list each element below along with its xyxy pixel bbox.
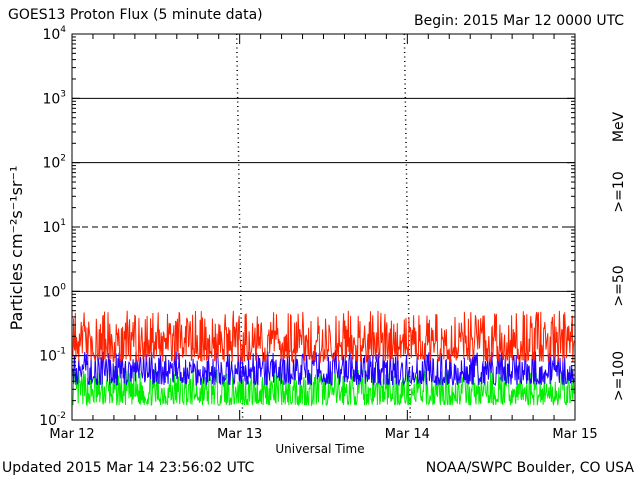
x-tick-label-2: Mar 14 xyxy=(385,427,430,442)
y-tick-label-2: 102 xyxy=(42,154,66,172)
y-tick-label-0: 104 xyxy=(42,25,66,43)
x-tick-label-3: Mar 15 xyxy=(552,427,597,442)
y-tick-label-4: 100 xyxy=(42,282,66,300)
y-tick-label-1: 103 xyxy=(42,89,66,107)
y-tick-label-5: 10-1 xyxy=(39,347,66,365)
legend-ge100: >=100 xyxy=(611,350,627,402)
unit-label: MeV xyxy=(611,111,627,143)
series-line-1 xyxy=(72,349,575,387)
chart-title: GOES13 Proton Flux (5 minute data) xyxy=(8,7,263,23)
x-axis-label: Universal Time xyxy=(275,442,365,456)
begin-time: Begin: 2015 Mar 12 0000 UTC xyxy=(414,13,625,29)
series-line-0 xyxy=(72,310,575,364)
series-group xyxy=(72,310,575,407)
x-tick-label-0: Mar 12 xyxy=(49,427,94,442)
y-tick-label-3: 101 xyxy=(42,218,66,236)
updated-timestamp: Updated 2015 Mar 14 23:56:02 UTC xyxy=(2,460,255,476)
y-axis-label: Particles cm⁻²s⁻¹sr⁻¹ xyxy=(7,165,26,331)
x-axis-ticks: Mar 12 Mar 13 Mar 14 Mar 15 xyxy=(49,34,598,442)
x-tick-label-1: Mar 13 xyxy=(217,427,262,442)
legend-ge50: >=50 xyxy=(611,265,627,307)
legend-ge10: >=10 xyxy=(611,171,627,213)
credit-line: NOAA/SWPC Boulder, CO USA xyxy=(425,460,634,476)
